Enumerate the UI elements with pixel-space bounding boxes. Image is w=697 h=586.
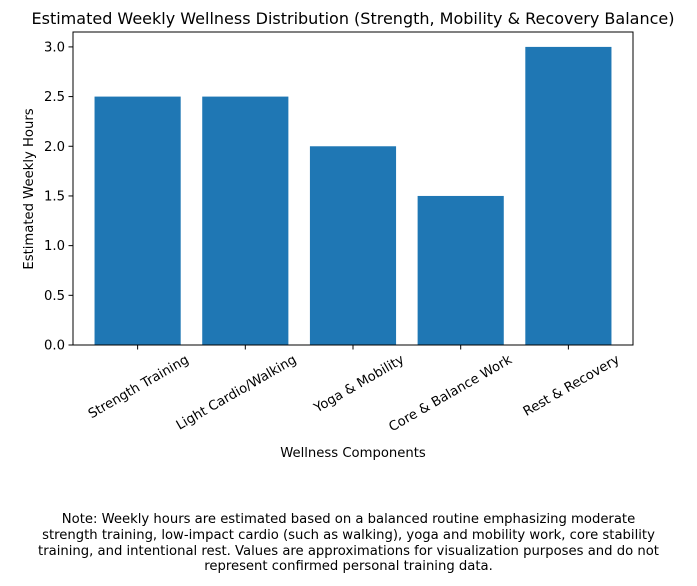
x-tick-label: Light Cardio/Walking bbox=[174, 352, 299, 433]
chart-title: Estimated Weekly Wellness Distribution (… bbox=[32, 9, 675, 28]
y-tick-label: 1.0 bbox=[44, 239, 65, 254]
x-tick-label: Rest & Recovery bbox=[521, 352, 623, 419]
x-axis-label: Wellness Components bbox=[280, 446, 426, 461]
chart-note: Note: Weekly hours are estimated based o… bbox=[0, 512, 697, 575]
y-tick-label: 2.0 bbox=[44, 140, 65, 155]
y-axis-label: Estimated Weekly Hours bbox=[22, 108, 37, 269]
y-axis: 0.0 0.5 1.0 1.5 2.0 2.5 3.0 bbox=[44, 40, 73, 354]
note-line: strength training, low-impact cardio (su… bbox=[42, 527, 655, 543]
note-line: represent confirmed personal training da… bbox=[204, 559, 493, 575]
bars-group bbox=[94, 46, 612, 346]
bar bbox=[94, 96, 181, 345]
bar bbox=[417, 195, 504, 345]
x-tick-label: Yoga & Mobility bbox=[311, 352, 407, 416]
note-line: training, and intentional rest. Values a… bbox=[38, 543, 659, 559]
y-tick-label: 2.5 bbox=[44, 90, 65, 105]
y-tick-label: 3.0 bbox=[44, 40, 65, 55]
y-tick-label: 0.0 bbox=[44, 339, 65, 354]
bar bbox=[202, 96, 289, 345]
y-tick-label: 0.5 bbox=[44, 289, 65, 304]
note-line: Note: Weekly hours are estimated based o… bbox=[61, 512, 636, 527]
bar bbox=[309, 146, 397, 345]
plot-frame bbox=[72, 31, 634, 346]
bar bbox=[525, 46, 612, 346]
x-tick-label: Strength Training bbox=[86, 352, 192, 422]
y-tick-label: 1.5 bbox=[44, 189, 65, 204]
